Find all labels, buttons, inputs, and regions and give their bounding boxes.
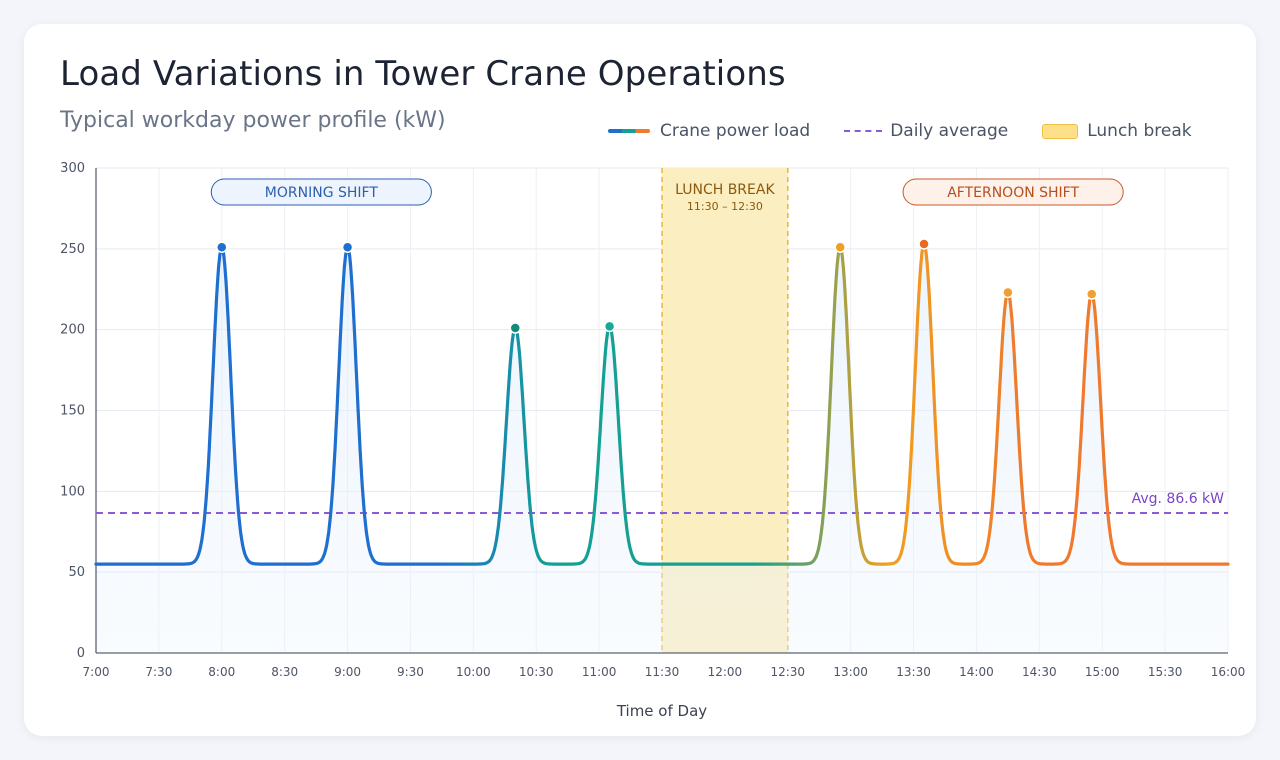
y-tick-label: 200 [60,323,85,338]
x-tick-label: 15:00 [1085,665,1120,679]
legend-label-average: Daily average [890,121,1009,141]
y-tick-label: 0 [77,646,85,661]
legend-item-average[interactable]: Daily average [844,121,1008,141]
y-tick-label: 50 [68,565,85,580]
x-tick-label: 8:30 [271,665,298,679]
lunch-break-time: 11:30 – 12:30 [687,200,763,213]
chart-subtitle: Typical workday power profile (kW) [60,108,446,133]
legend-item-lunch[interactable]: Lunch break [1042,121,1192,141]
peak-marker [216,241,228,253]
x-tick-label: 15:30 [1148,665,1183,679]
x-tick-label: 13:30 [896,665,931,679]
x-tick-label: 10:30 [519,665,554,679]
x-tick-label: 9:00 [334,665,361,679]
y-tick-label: 300 [60,161,85,176]
x-tick-label: 14:00 [959,665,994,679]
x-axis-title: Time of Day [616,702,707,720]
shift-pill-text: AFTERNOON SHIFT [947,185,1079,201]
y-tick-label: 100 [60,484,85,499]
peak-marker [509,322,522,334]
legend-swatch-load [608,129,650,133]
x-tick-label: 7:00 [83,665,110,679]
shift-pill-text: MORNING SHIFT [265,185,379,201]
x-tick-label: 16:00 [1211,665,1246,679]
legend-swatch-lunch [1042,123,1079,139]
shift-pill [210,178,432,206]
peak-marker [603,320,616,333]
x-tick-label: 8:00 [208,665,235,679]
shift-pill [902,178,1124,206]
peak-marker [1002,286,1014,299]
x-tick-label: 12:30 [770,665,805,679]
afternoon-shift-label: AFTERNOON SHIFT [902,178,1124,206]
x-tick-label: 10:00 [456,665,491,679]
x-tick-label: 13:00 [833,665,868,679]
peak-marker [1085,288,1098,300]
x-tick-label: 11:00 [582,665,617,679]
peak-marker [918,238,930,250]
peak-marker [341,241,354,253]
x-tick-label: 7:30 [145,665,172,679]
x-tick-label: 11:30 [645,665,680,679]
x-tick-label: 9:30 [397,665,424,679]
legend-label-lunch: Lunch break [1087,121,1192,141]
chart-title: Load Variations in Tower Crane Operation… [60,54,786,94]
legend-swatch-average [844,130,883,132]
morning-shift-label: MORNING SHIFT [210,178,432,206]
legend-label-load: Crane power load [660,121,811,141]
y-tick-label: 150 [60,404,85,419]
lunch-break-label: LUNCH BREAK [675,182,775,198]
load-line [94,242,1230,566]
chart-legend: Crane power load Daily average Lunch bre… [608,121,1192,141]
peak-marker [834,241,846,253]
legend-item-load[interactable]: Crane power load [608,121,810,141]
daily-average-label: Avg. 86.6 kW [1132,491,1225,507]
y-tick-label: 250 [60,242,85,257]
x-tick-label: 14:30 [1022,665,1057,679]
x-tick-label: 12:00 [708,665,743,679]
